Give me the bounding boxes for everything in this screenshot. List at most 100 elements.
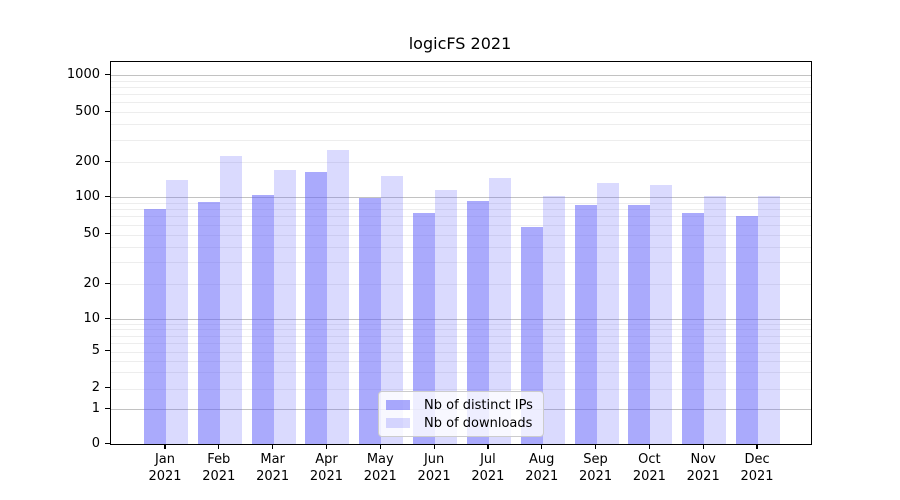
- bar-downloads-jan: [166, 180, 188, 444]
- bar-ips-jun: [413, 213, 436, 444]
- x-tick-label-jan: Jan 2021: [148, 452, 182, 484]
- y-tick-label-5: 5: [91, 343, 100, 358]
- x-tick-label-mar: Mar 2021: [256, 452, 290, 484]
- y-tick-label-50: 50: [83, 226, 100, 241]
- y-tick-mark-200: [104, 160, 110, 162]
- gridline-90: [111, 202, 811, 204]
- bar-downloads-oct: [650, 184, 673, 444]
- gridline-600: [111, 102, 811, 104]
- gridline-50: [111, 234, 811, 236]
- bar-downloads-dec: [758, 195, 781, 444]
- bar-ips-mar: [251, 194, 274, 444]
- x-tick-mark-oct: [648, 444, 650, 449]
- y-tick-label-2: 2: [91, 380, 100, 395]
- x-tick-mark-may: [379, 444, 381, 449]
- x-tick-mark-dec: [756, 444, 758, 449]
- x-tick-label-sep: Sep 2021: [579, 452, 613, 484]
- gridline-100: [111, 197, 811, 198]
- y-tick-mark-500: [104, 110, 110, 112]
- gridline-6: [111, 342, 811, 344]
- bar-ips-dec: [736, 216, 759, 444]
- bar-downloads-aug: [542, 195, 565, 444]
- x-tick-mark-jul: [487, 444, 489, 449]
- x-tick-mark-jan: [164, 444, 166, 449]
- legend-row-downloads: Nb of downloads: [386, 415, 533, 431]
- y-tick-label-100: 100: [75, 188, 100, 204]
- x-tick-mark-jun: [433, 444, 435, 449]
- gridline-1000: [111, 75, 811, 76]
- gridline-3: [111, 372, 811, 374]
- bar-ips-may: [359, 197, 382, 444]
- x-tick-mark-aug: [541, 444, 543, 449]
- x-tick-label-feb: Feb 2021: [202, 452, 236, 484]
- x-tick-mark-apr: [325, 444, 328, 449]
- gridline-70: [111, 216, 811, 218]
- y-tick-label-10: 10: [83, 310, 100, 326]
- bar-downloads-jul: [488, 178, 511, 444]
- y-tick-label-1: 1: [91, 400, 100, 416]
- y-tick-mark-0: [104, 443, 110, 445]
- y-tick-label-500: 500: [75, 103, 100, 119]
- x-tick-label-jun: Jun 2021: [417, 452, 451, 484]
- bar-downloads-apr: [327, 149, 350, 444]
- gridline-20: [111, 284, 811, 285]
- y-tick-mark-20: [104, 282, 110, 284]
- x-tick-mark-mar: [272, 444, 274, 449]
- gridline-2: [111, 388, 811, 390]
- gridline-400: [111, 124, 811, 126]
- bar-ips-apr: [305, 171, 328, 444]
- gridline-10: [111, 319, 811, 320]
- x-tick-label-may: May 2021: [363, 452, 397, 484]
- gridline-800: [111, 86, 811, 88]
- y-tick-mark-1: [104, 407, 110, 409]
- y-tick-mark-5: [104, 350, 110, 352]
- gridline-900: [111, 80, 811, 82]
- x-tick-mark-nov: [702, 444, 704, 449]
- gridline-9: [111, 323, 811, 325]
- gridline-8: [111, 329, 811, 331]
- plot-area: [110, 61, 812, 445]
- bar-downloads-jun: [435, 189, 458, 444]
- x-tick-mark-sep: [594, 444, 597, 449]
- legend-swatch-distinct-ips: [386, 400, 410, 410]
- x-tick-label-oct: Oct 2021: [632, 452, 666, 484]
- bar-ips-jan: [144, 209, 166, 444]
- gridline-80: [111, 209, 811, 211]
- bar-ips-nov: [682, 213, 705, 444]
- gridline-7: [111, 335, 811, 337]
- y-tick-mark-50: [104, 233, 110, 235]
- gridline-5: [111, 351, 811, 353]
- gridline-200: [111, 162, 811, 163]
- bar-downloads-may: [381, 175, 404, 444]
- y-tick-label-0: 0: [91, 436, 100, 451]
- y-tick-mark-1000: [104, 73, 110, 75]
- legend-row-distinct-ips: Nb of distinct IPs: [386, 397, 533, 413]
- gridline-4: [111, 360, 811, 362]
- gridline-40: [111, 246, 811, 248]
- gridline-700: [111, 94, 811, 96]
- bar-downloads-sep: [596, 183, 619, 444]
- x-tick-label-nov: Nov 2021: [686, 452, 720, 484]
- x-tick-label-jul: Jul 2021: [471, 452, 505, 484]
- legend-label-downloads: Nb of downloads: [424, 415, 533, 431]
- x-tick-label-apr: Apr 2021: [309, 452, 343, 484]
- chart-title: logicFS 2021: [408, 34, 512, 53]
- legend-label-distinct-ips: Nb of distinct IPs: [424, 397, 533, 413]
- y-tick-label-20: 20: [83, 275, 100, 291]
- bar-ips-aug: [520, 227, 543, 444]
- bar-downloads-nov: [704, 195, 727, 444]
- gridline-60: [111, 224, 811, 226]
- y-tick-mark-100: [104, 195, 110, 197]
- bar-downloads-mar: [273, 170, 296, 444]
- y-tick-mark-2: [104, 387, 110, 389]
- x-tick-mark-feb: [218, 444, 220, 449]
- x-tick-label-dec: Dec 2021: [740, 452, 774, 484]
- bar-ips-oct: [628, 204, 651, 444]
- y-tick-label-1000: 1000: [66, 66, 100, 82]
- y-tick-mark-10: [104, 317, 110, 319]
- gridline-500: [111, 112, 811, 113]
- bar-ips-sep: [574, 204, 597, 444]
- gridline-300: [111, 139, 811, 141]
- bar-ips-jul: [466, 200, 489, 444]
